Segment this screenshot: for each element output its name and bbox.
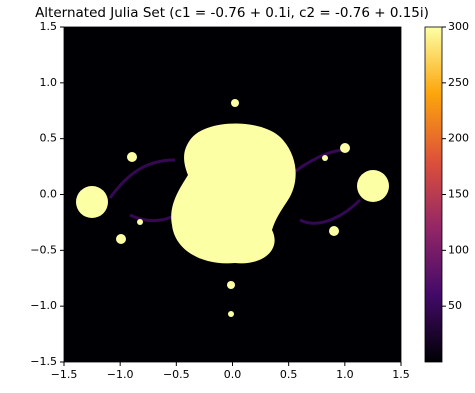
colorbar-tick-label: 150	[448, 188, 469, 201]
chart-title: Alternated Julia Set (c1 = -0.76 + 0.1i,…	[35, 5, 429, 21]
x-tick-label: 1.0	[336, 368, 354, 381]
colorbar	[424, 26, 443, 363]
x-tick-label: 0.5	[280, 368, 298, 381]
set-region	[137, 219, 143, 225]
set-region	[329, 226, 339, 236]
colorbar-tick-label: 250	[448, 76, 469, 89]
colorbar-tick-label: 50	[448, 299, 462, 312]
x-tick-label: −1.5	[51, 368, 78, 381]
colorbar-tick-label: 300	[448, 20, 469, 33]
x-tick-label: 0.0	[224, 368, 242, 381]
x-tick-label: 1.5	[392, 368, 410, 381]
set-region	[228, 311, 234, 317]
colorbar-tick-label: 200	[448, 132, 469, 145]
set-region	[76, 186, 108, 218]
set-region	[116, 234, 126, 244]
x-tick-label: −1.0	[107, 368, 134, 381]
set-region	[357, 170, 389, 202]
julia-set-image	[76, 99, 389, 317]
y-tick-label: 1.5	[40, 20, 58, 33]
y-tick-label: 0.0	[40, 188, 58, 201]
set-region	[322, 155, 328, 161]
set-region	[231, 99, 239, 107]
plot-frame	[63, 26, 402, 363]
set-region	[340, 143, 350, 153]
y-tick-label: −0.5	[30, 243, 57, 256]
y-tick-label: −1.5	[30, 355, 57, 368]
x-tick-label: −0.5	[163, 368, 190, 381]
set-region	[171, 123, 296, 264]
set-region	[227, 281, 235, 289]
colorbar-tick-label: 100	[448, 243, 469, 256]
y-tick-label: 1.0	[40, 76, 58, 89]
y-tick-label: −1.0	[30, 299, 57, 312]
set-region	[127, 152, 137, 162]
y-tick-label: 0.5	[40, 132, 58, 145]
